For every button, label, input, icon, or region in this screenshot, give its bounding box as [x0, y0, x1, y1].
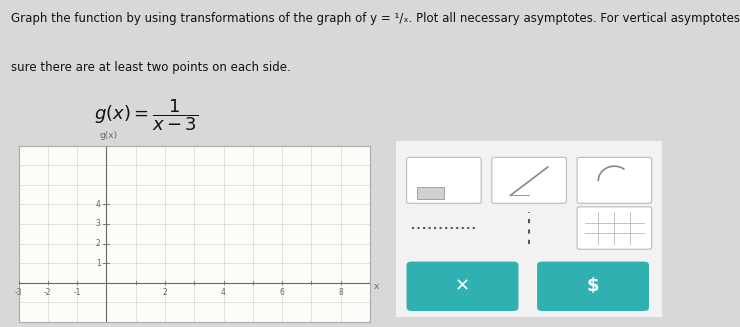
FancyBboxPatch shape	[492, 157, 566, 203]
Text: 3: 3	[95, 219, 101, 229]
Text: 6: 6	[280, 288, 285, 297]
Text: 4: 4	[95, 200, 101, 209]
Text: ✕: ✕	[455, 277, 470, 295]
FancyBboxPatch shape	[391, 137, 667, 321]
Text: $: $	[587, 277, 599, 295]
Text: x: x	[374, 282, 379, 291]
Text: -1: -1	[73, 288, 81, 297]
Text: 8: 8	[338, 288, 343, 297]
FancyBboxPatch shape	[406, 157, 481, 203]
Text: -3: -3	[15, 288, 22, 297]
Text: 4: 4	[221, 288, 226, 297]
FancyBboxPatch shape	[537, 262, 649, 311]
Text: sure there are at least two points on each side.: sure there are at least two points on ea…	[11, 61, 291, 74]
FancyBboxPatch shape	[577, 207, 652, 249]
Text: Graph the function by using transformations of the graph of y = ¹/ₓ. Plot all ne: Graph the function by using transformati…	[11, 12, 740, 26]
Bar	[417, 186, 444, 199]
Text: 1: 1	[95, 259, 101, 268]
FancyBboxPatch shape	[406, 262, 519, 311]
Text: 2: 2	[163, 288, 167, 297]
FancyBboxPatch shape	[577, 157, 652, 203]
Text: $g\left(x\right)=\dfrac{1}{x-3}$: $g\left(x\right)=\dfrac{1}{x-3}$	[93, 97, 198, 133]
Text: 2: 2	[95, 239, 101, 248]
Text: g(x): g(x)	[100, 130, 118, 140]
Text: -2: -2	[44, 288, 52, 297]
